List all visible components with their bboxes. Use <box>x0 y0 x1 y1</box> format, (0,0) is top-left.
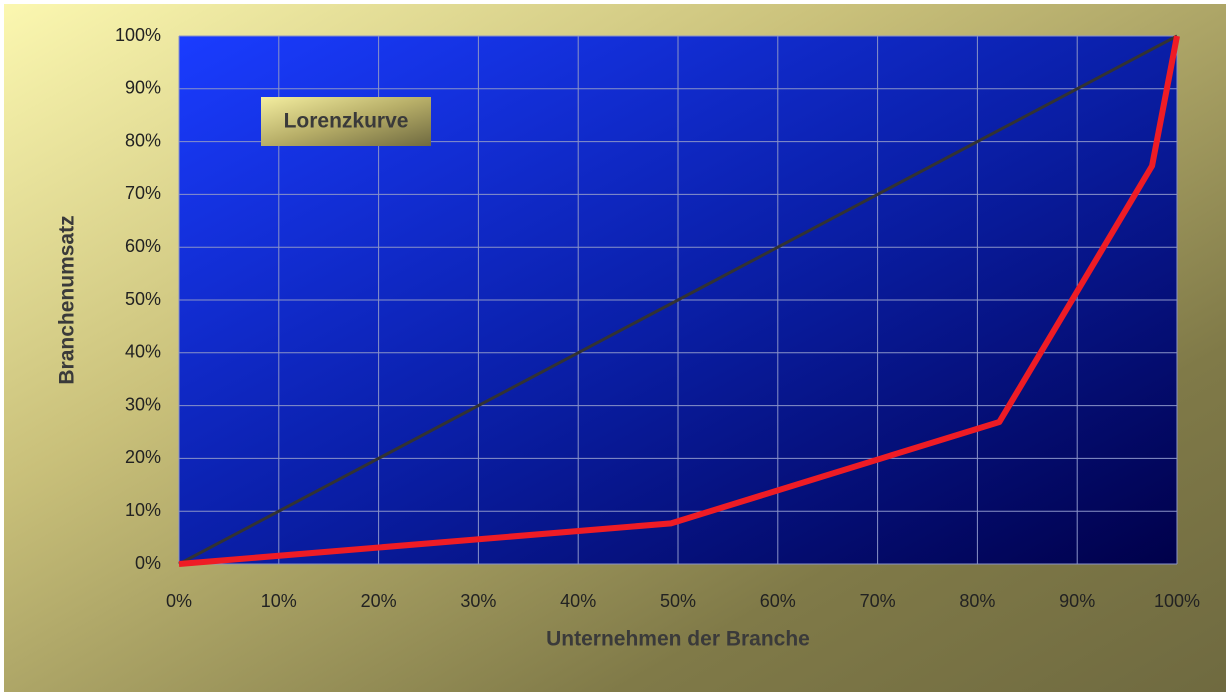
x-tick-label: 70% <box>860 591 896 611</box>
x-tick-label: 50% <box>660 591 696 611</box>
line-series <box>178 35 1180 567</box>
annotation-box <box>261 97 431 146</box>
y-tick-label: 50% <box>125 289 161 309</box>
y-tick-label: 70% <box>125 183 161 203</box>
x-tick-label: 90% <box>1059 591 1095 611</box>
x-tick-label: 60% <box>760 591 796 611</box>
x-tick-label: 10% <box>261 591 297 611</box>
x-tick-label: 100% <box>1154 591 1200 611</box>
x-axis-title: Unternehmen der Branche <box>546 628 810 651</box>
x-tick-label: 0% <box>166 591 192 611</box>
y-tick-label: 40% <box>125 342 161 362</box>
y-tick-label: 60% <box>125 236 161 256</box>
x-tick-label: 30% <box>460 591 496 611</box>
y-tick-label: 100% <box>115 25 161 45</box>
y-tick-label: 30% <box>125 394 161 414</box>
y-tick-label: 0% <box>135 553 161 573</box>
y-tick-label: 90% <box>125 78 161 98</box>
y-tick-label: 80% <box>125 130 161 150</box>
y-tick-label: 20% <box>125 447 161 467</box>
annotation: Lorenzkurve <box>284 110 409 133</box>
line-series <box>178 34 1178 566</box>
x-tick-label: 80% <box>959 591 995 611</box>
x-tick-label: 20% <box>361 591 397 611</box>
x-tick-label: 40% <box>560 591 596 611</box>
y-tick-label: 10% <box>125 500 161 520</box>
y-axis-title: Branchenumsatz <box>56 215 79 384</box>
